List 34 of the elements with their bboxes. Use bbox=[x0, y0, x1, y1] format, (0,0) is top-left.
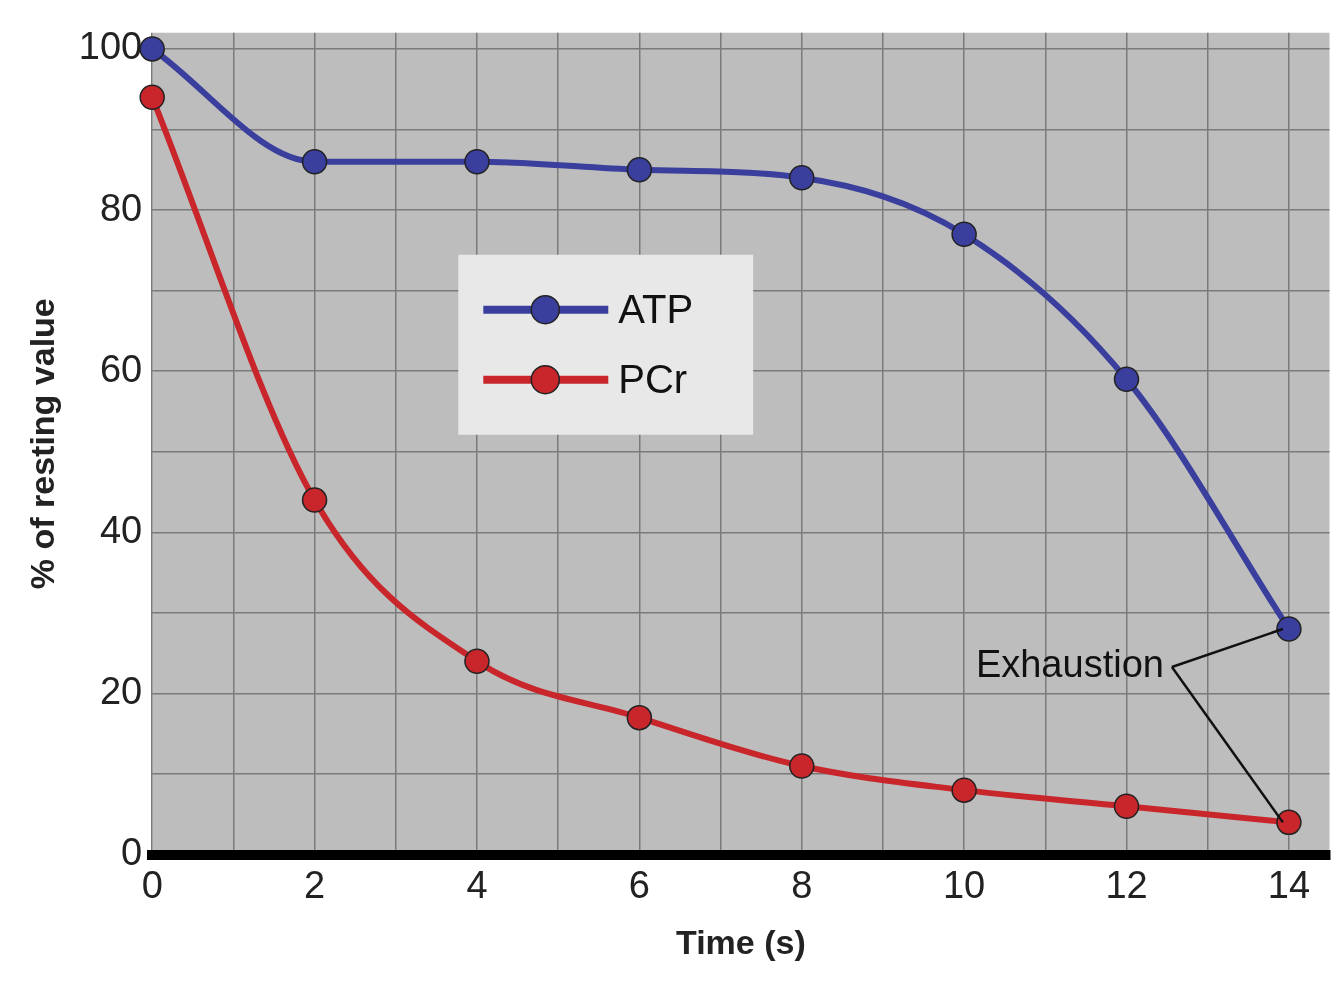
y-axis-title: % of resting value bbox=[22, 298, 61, 590]
x-tick-label: 4 bbox=[466, 863, 488, 906]
legend-label: PCr bbox=[618, 356, 688, 401]
point bbox=[1276, 809, 1302, 836]
y-tick-label: 100 bbox=[78, 25, 143, 68]
y-tick-label: 20 bbox=[99, 669, 143, 712]
point bbox=[789, 753, 815, 779]
point bbox=[464, 648, 490, 674]
point bbox=[951, 777, 977, 803]
point bbox=[1276, 616, 1302, 642]
y-tick-label: 80 bbox=[99, 186, 143, 229]
x-tick-label: 12 bbox=[1105, 863, 1148, 906]
annotation: Exhaustion bbox=[975, 643, 1164, 686]
y-tick-label: 40 bbox=[99, 508, 143, 551]
point bbox=[139, 84, 165, 111]
point bbox=[1113, 366, 1140, 392]
legend-label: ATP bbox=[618, 286, 694, 331]
point bbox=[301, 487, 328, 513]
point bbox=[951, 221, 977, 247]
point bbox=[626, 704, 653, 731]
x-axis-title: Time (s) bbox=[675, 922, 806, 961]
point bbox=[626, 157, 653, 183]
point bbox=[464, 148, 490, 175]
point bbox=[139, 36, 165, 62]
point bbox=[1113, 793, 1140, 820]
x-tick-label: 10 bbox=[942, 863, 986, 906]
point bbox=[789, 165, 815, 191]
point bbox=[301, 148, 328, 175]
x-tick-label: 8 bbox=[791, 863, 813, 906]
x-tick-label: 14 bbox=[1267, 863, 1311, 906]
x-tick-label: 6 bbox=[628, 863, 650, 906]
y-tick-label: 60 bbox=[99, 347, 143, 390]
y-tick-label: 0 bbox=[121, 831, 143, 874]
x-tick-label: 2 bbox=[304, 863, 326, 906]
